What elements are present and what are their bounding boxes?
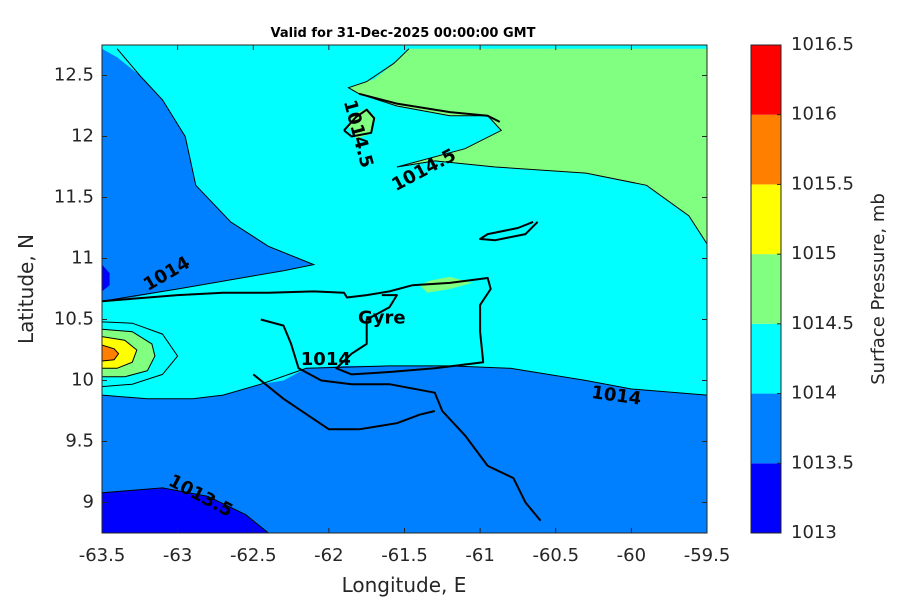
colorbar-swatch — [751, 323, 781, 394]
pressure-regions — [102, 48, 707, 533]
pressure-region — [348, 48, 707, 244]
x-tick-label: -61.5 — [381, 545, 428, 566]
colorbar-swatch — [751, 114, 781, 185]
colorbar-tick-label: 1016.5 — [791, 34, 854, 55]
contour-line — [102, 487, 269, 533]
chart-title: Valid for 31-Dec-2025 00:00:00 GMT — [271, 26, 536, 41]
coastline — [102, 277, 492, 376]
colorbar-tick-label: 1013.5 — [791, 452, 854, 473]
colorbar-tick-label: 1015 — [791, 243, 837, 264]
coastline — [343, 108, 376, 138]
colorbar-tick-label: 1014 — [791, 383, 837, 404]
colorbar-label: Surface Pressure, mb — [868, 193, 889, 385]
contour-line — [102, 48, 316, 302]
colorbar-swatch — [751, 254, 781, 324]
x-axis-label: Longitude, E — [342, 573, 467, 597]
colorbar-swatch — [751, 393, 781, 464]
coastlines — [102, 92, 542, 522]
coastline — [252, 373, 436, 431]
x-axis: -63.5 -63 -62.5 -62 -61.5 -61 -60.5 -60 -59.5 — [79, 45, 731, 566]
pressure-region — [102, 487, 269, 533]
y-tick-label: 12.5 — [54, 65, 94, 86]
x-tick-label: -60.5 — [532, 545, 579, 566]
contour-line — [102, 321, 179, 388]
y-axis-label: Latitude, N — [14, 234, 38, 344]
colorbar-tick-label: 1014.5 — [791, 313, 854, 334]
colorbar-frame — [750, 44, 782, 534]
place-label: Gyre — [358, 307, 406, 328]
x-tick-label: -63.5 — [79, 545, 126, 566]
colorbar-tick-label: 1015.5 — [791, 173, 854, 194]
pressure-region — [102, 365, 707, 533]
contour-line — [102, 336, 138, 369]
y-tick-label: 9.5 — [65, 431, 94, 452]
y-axis: 9 9.5 10 10.5 11 11.5 12 12.5 — [54, 65, 707, 513]
colorbar-tick-label: 1016 — [791, 104, 837, 125]
contour-line — [102, 365, 707, 400]
y-tick-label: 11.5 — [54, 187, 94, 208]
pressure-region — [102, 48, 314, 302]
y-tick-label: 11 — [71, 248, 94, 269]
y-tick-label: 10 — [71, 370, 94, 391]
colorbar-swatch — [751, 184, 781, 255]
contour-line — [102, 328, 156, 378]
coastline — [479, 220, 539, 242]
x-tick-label: -59.5 — [684, 545, 731, 566]
pressure-region — [102, 264, 110, 292]
x-tick-label: -61 — [465, 545, 494, 566]
colorbar-tick-label: 1013 — [791, 522, 837, 543]
colorbar-swatch — [751, 463, 781, 533]
y-tick-label: 9 — [83, 492, 94, 513]
contour-line — [102, 344, 120, 362]
x-tick-label: -62 — [314, 545, 343, 566]
colorbar-swatch — [751, 45, 781, 115]
colorbar: 1013 1013.5 1014 1014.5 1015 1015.5 1016 1016.5 — [750, 34, 854, 543]
x-tick-label: -62.5 — [230, 545, 277, 566]
contour-label: 1014 — [301, 349, 351, 370]
x-tick-label: -60 — [617, 545, 646, 566]
coastline — [358, 92, 501, 123]
pressure-region — [348, 108, 375, 139]
contour-line — [347, 48, 707, 245]
pressure-region — [102, 345, 119, 361]
y-tick-label: 10.5 — [54, 309, 94, 330]
contour-lines — [102, 48, 707, 533]
x-tick-label: -63 — [163, 545, 192, 566]
y-tick-label: 12 — [71, 126, 94, 147]
coastline — [260, 318, 542, 522]
